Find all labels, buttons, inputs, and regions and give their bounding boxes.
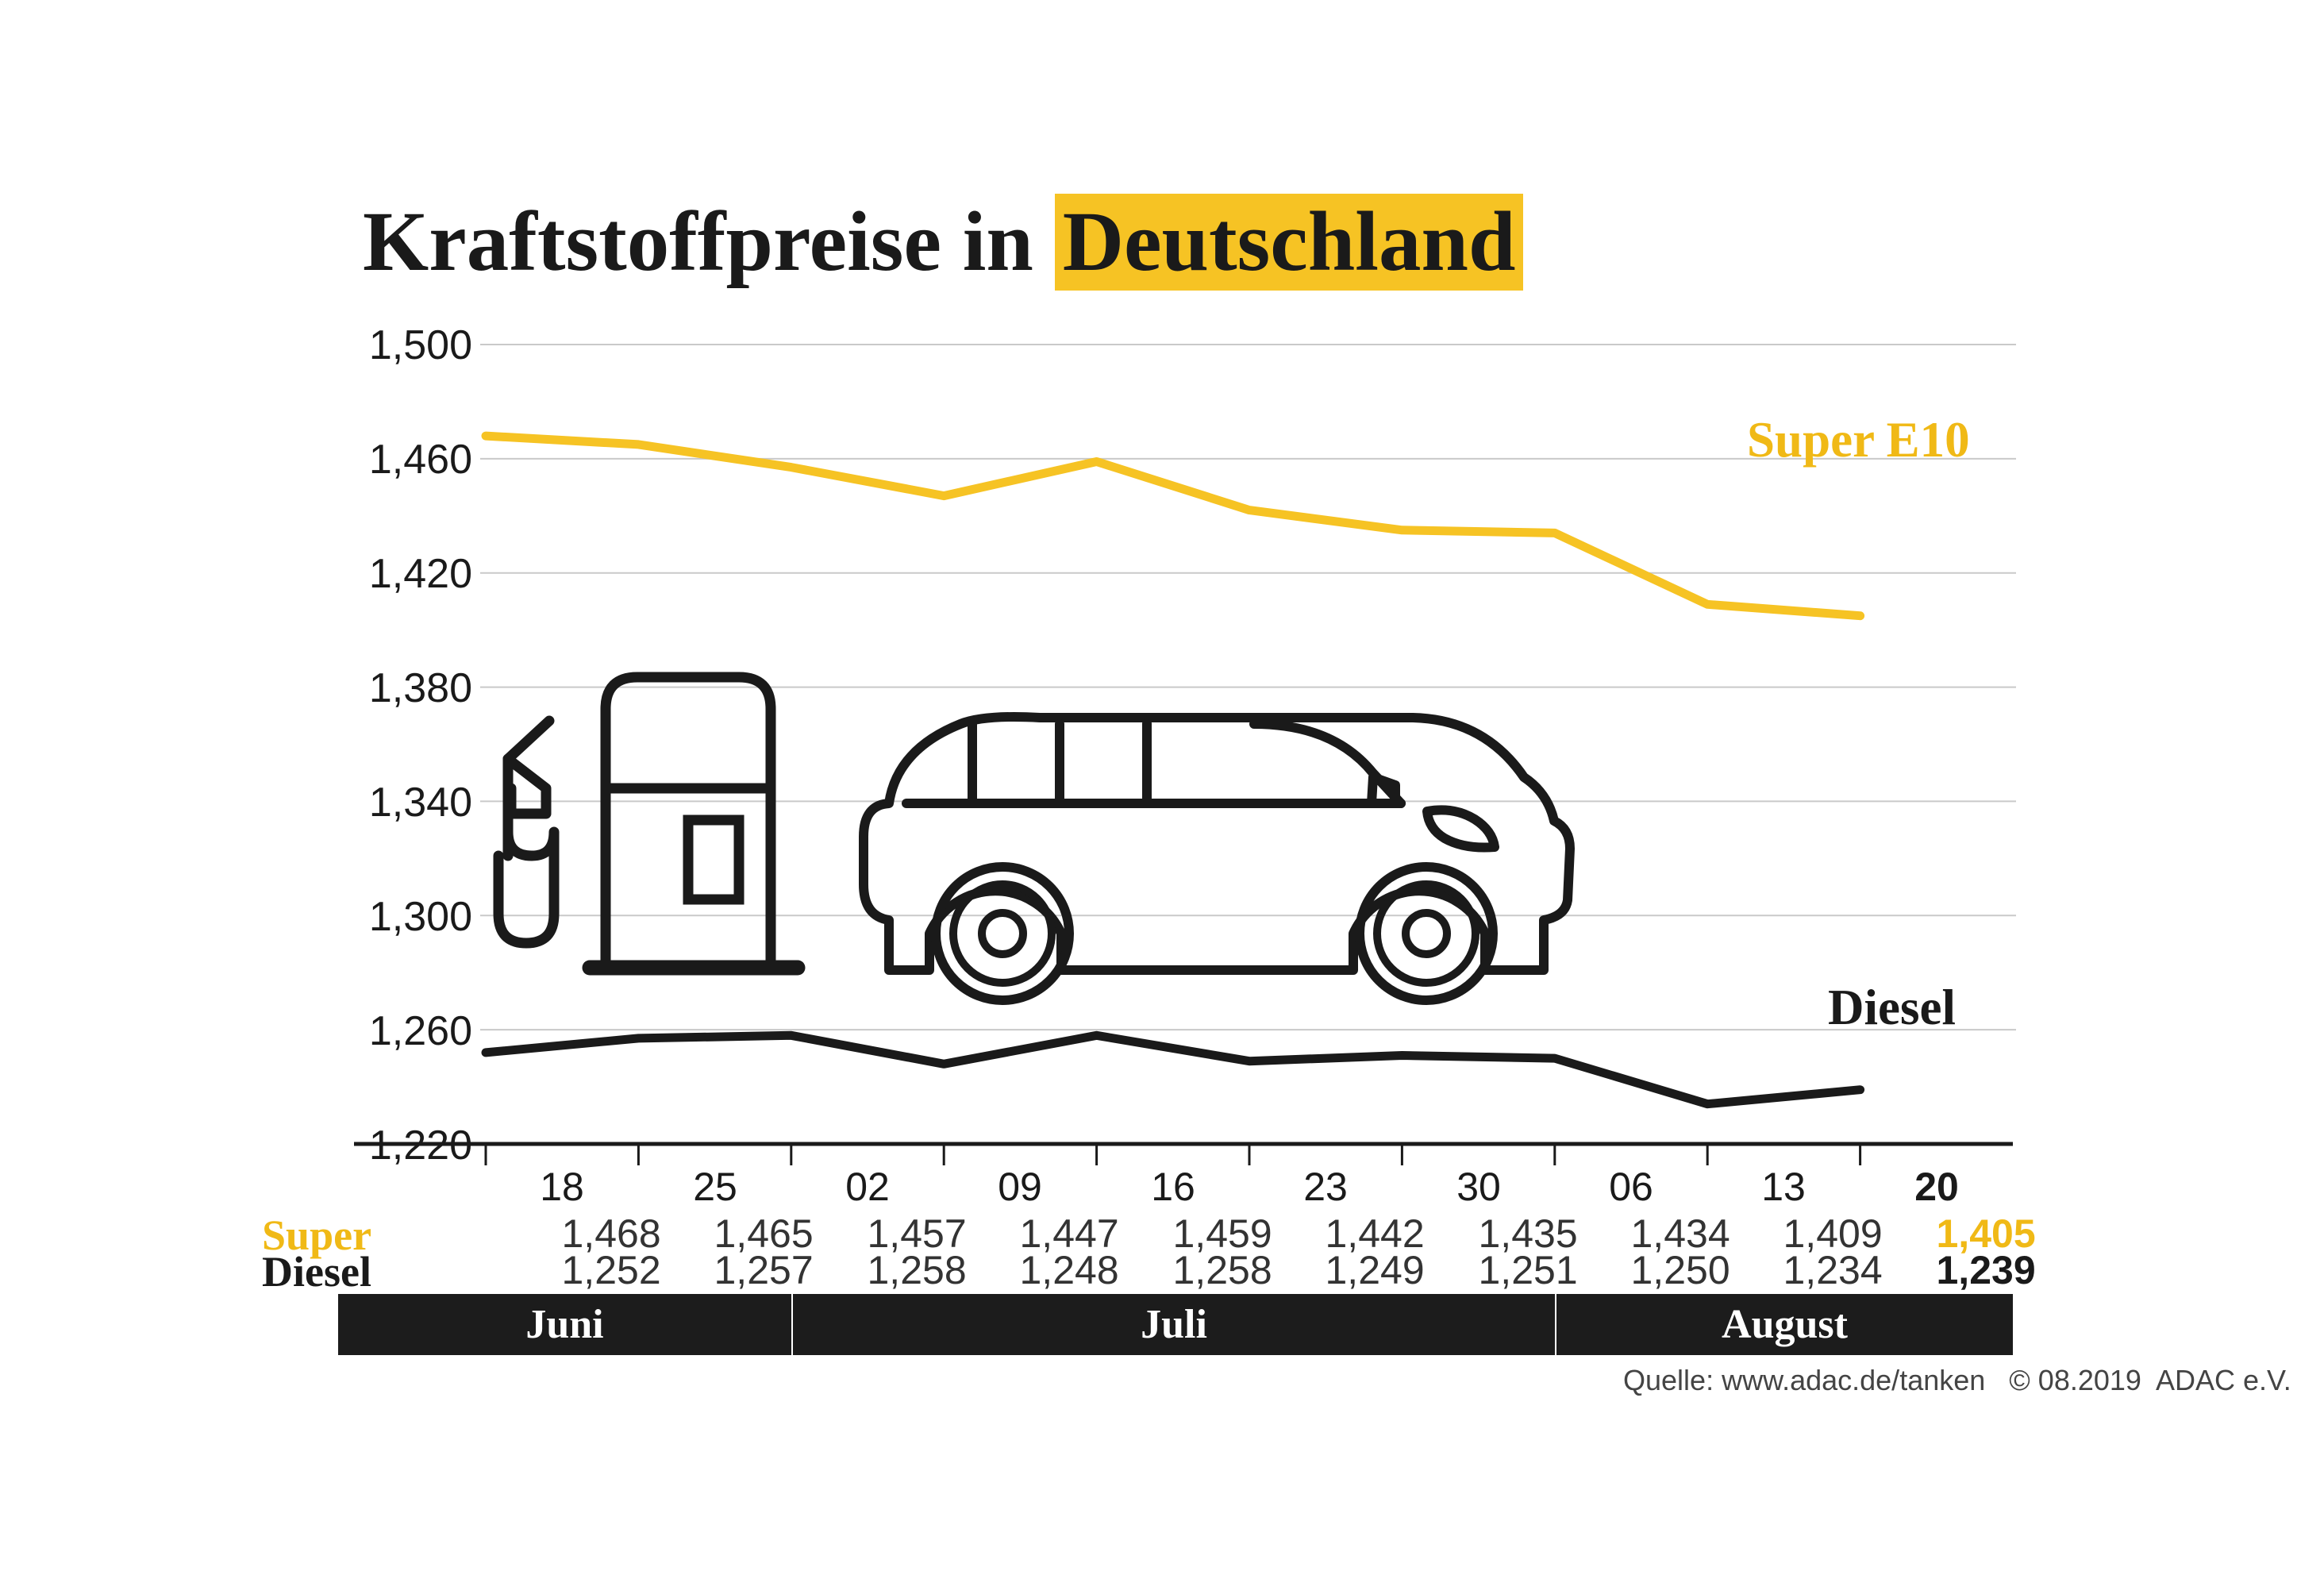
svg-text:20: 20 [1914,1165,1959,1209]
svg-text:1,500: 1,500 [369,322,472,368]
svg-text:Super E10: Super E10 [1747,412,1970,468]
svg-text:18: 18 [540,1165,584,1209]
svg-text:1,300: 1,300 [369,894,472,940]
svg-text:1,340: 1,340 [369,780,472,826]
svg-text:1,260: 1,260 [369,1008,472,1054]
svg-text:13: 13 [1761,1165,1806,1209]
svg-text:30: 30 [1456,1165,1501,1209]
svg-text:1,380: 1,380 [369,665,472,711]
svg-text:09: 09 [998,1165,1042,1209]
svg-text:23: 23 [1303,1165,1348,1209]
svg-text:06: 06 [1609,1165,1653,1209]
svg-text:16: 16 [1151,1165,1195,1209]
svg-text:1,460: 1,460 [369,437,472,483]
svg-text:02: 02 [845,1165,890,1209]
svg-text:1,420: 1,420 [369,551,472,597]
svg-text:25: 25 [693,1165,737,1209]
svg-text:Diesel: Diesel [1828,980,1956,1035]
